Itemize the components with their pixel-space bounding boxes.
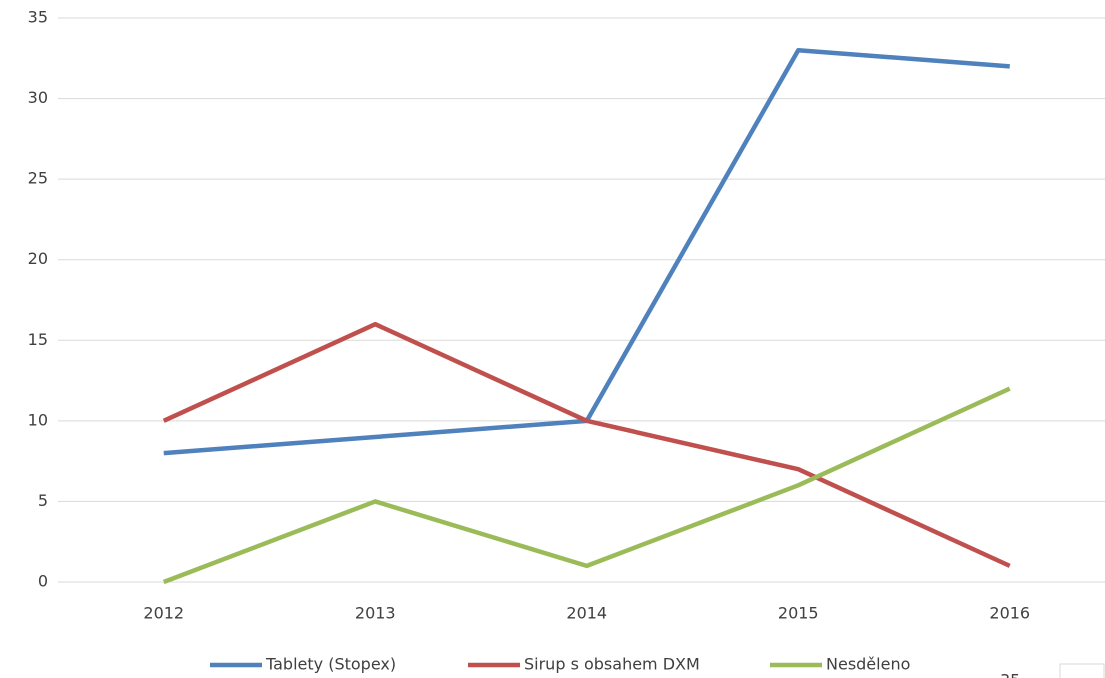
x-tick-label: 2013 <box>355 604 396 623</box>
x-tick-label: 2016 <box>989 604 1030 623</box>
x-tick-label: 2014 <box>566 604 607 623</box>
y-tick-label: 0 <box>38 572 48 591</box>
page-number: 35 <box>1000 671 1020 678</box>
series-line <box>162 386 1011 585</box>
series-line <box>163 47 1010 456</box>
y-tick-label: 5 <box>38 491 48 510</box>
page-box <box>1059 663 1105 678</box>
y-tick-label: 15 <box>28 330 48 349</box>
x-tick-label: 2015 <box>778 604 819 623</box>
x-tick-label: 2012 <box>143 604 184 623</box>
legend-label: Tablety (Stopex) <box>265 655 396 674</box>
legend-label: Nesděleno <box>826 655 910 674</box>
y-tick-label: 25 <box>28 169 48 188</box>
y-tick-label: 35 <box>28 8 48 27</box>
y-tick-label: 20 <box>28 249 48 268</box>
y-tick-label: 10 <box>28 410 48 429</box>
y-tick-label: 30 <box>28 88 48 107</box>
series-line <box>162 321 1011 568</box>
legend-label: Sirup s obsahem DXM <box>524 655 700 674</box>
